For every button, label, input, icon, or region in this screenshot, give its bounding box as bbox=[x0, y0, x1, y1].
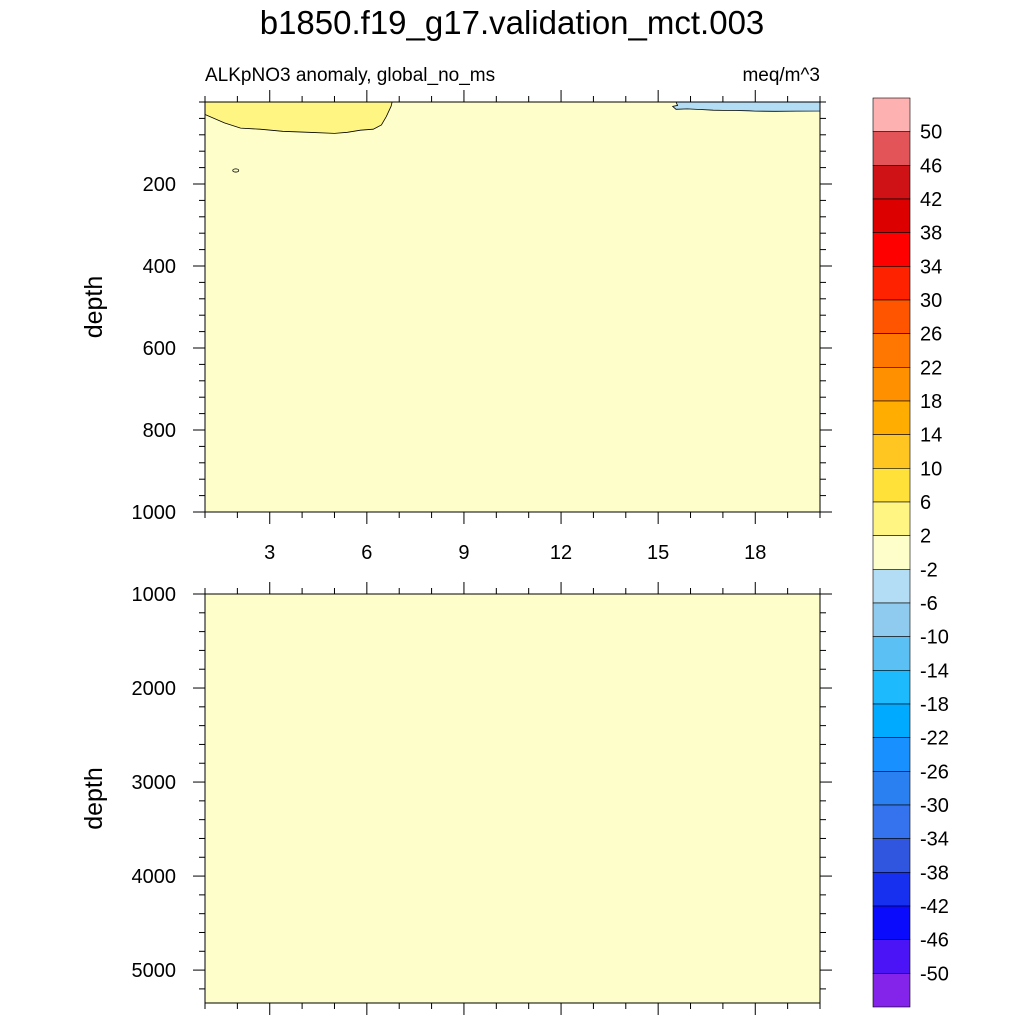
colorbar-label: 50 bbox=[920, 122, 942, 144]
y-tick-label: 1000 bbox=[132, 502, 177, 524]
colorbar-label: -46 bbox=[920, 930, 949, 952]
colorbar-swatch bbox=[872, 501, 911, 536]
colorbar-swatch bbox=[872, 367, 911, 402]
colorbar-swatch bbox=[872, 434, 911, 469]
x-tick-label: 12 bbox=[550, 542, 572, 564]
colorbar-label: 6 bbox=[920, 492, 931, 514]
x-tick-label: 18 bbox=[744, 542, 766, 564]
colorbar-swatch bbox=[872, 569, 911, 604]
colorbar-swatch bbox=[872, 333, 911, 368]
colorbar-label: 26 bbox=[920, 324, 942, 346]
colorbar-label: -18 bbox=[920, 694, 949, 716]
colorbar-label: 42 bbox=[920, 189, 942, 211]
colorbar-label: -22 bbox=[920, 728, 949, 750]
y-tick-label: 200 bbox=[143, 174, 176, 196]
units-subtitle: meq/m^3 bbox=[742, 65, 820, 86]
colorbar-swatch bbox=[872, 670, 911, 705]
negative-anomaly-region bbox=[671, 101, 821, 112]
colorbar-swatch bbox=[872, 636, 911, 671]
x-tick-label: 3 bbox=[264, 542, 275, 564]
colorbar-swatch bbox=[872, 804, 911, 839]
colorbar-swatch bbox=[872, 165, 911, 200]
colorbar-swatch bbox=[872, 737, 911, 772]
y-tick-label: 600 bbox=[143, 338, 176, 360]
panel-upper: 3 6 9 12 15 18 200 400 600 800 1000 depth bbox=[80, 90, 832, 564]
colorbar-label: -38 bbox=[920, 862, 949, 884]
plot-frame bbox=[204, 101, 821, 513]
x-axis-ticks: 3 6 9 12 15 18 bbox=[204, 90, 821, 564]
positive-anomaly-region bbox=[204, 101, 393, 134]
colorbar-swatch bbox=[872, 838, 911, 873]
colorbar: 50 46 42 38 34 30 26 22 18 14 10 6 2 -2 -6 -10 -14 -18 -22… bbox=[872, 97, 949, 1008]
colorbar-swatch bbox=[872, 872, 911, 907]
colorbar-label: 46 bbox=[920, 155, 942, 177]
y-tick-label: 400 bbox=[143, 256, 176, 278]
plot-frame bbox=[204, 593, 821, 1004]
colorbar-swatch bbox=[872, 771, 911, 806]
x-tick-label: 6 bbox=[361, 542, 372, 564]
y-axis-ticks: 1000 2000 3000 4000 5000 bbox=[132, 584, 832, 990]
colorbar-label: -6 bbox=[920, 593, 938, 615]
colorbar-label: 30 bbox=[920, 290, 942, 312]
colorbar-label: 34 bbox=[920, 256, 942, 278]
y-axis-ticks: 200 400 600 800 1000 bbox=[132, 101, 832, 524]
colorbar-label: -30 bbox=[920, 795, 949, 817]
colorbar-label: 18 bbox=[920, 391, 942, 413]
colorbar-label: 22 bbox=[920, 357, 942, 379]
y-tick-label: 3000 bbox=[132, 772, 177, 794]
colorbar-swatch bbox=[872, 468, 911, 503]
colorbar-swatch bbox=[872, 198, 911, 233]
colorbar-label: 10 bbox=[920, 458, 942, 480]
colorbar-label: -34 bbox=[920, 829, 949, 851]
colorbar-swatch bbox=[872, 299, 911, 334]
colorbar-label: -50 bbox=[920, 963, 949, 985]
colorbar-swatch bbox=[872, 266, 911, 301]
y-axis-label: depth bbox=[80, 767, 108, 830]
chart-title: b1850.f19_g17.validation_mct.003 bbox=[260, 4, 765, 41]
colorbar-swatch bbox=[872, 97, 911, 132]
colorbar-swatch bbox=[872, 602, 911, 637]
colorbar-label: -26 bbox=[920, 761, 949, 783]
field-background bbox=[205, 102, 820, 512]
colorbar-label: -14 bbox=[920, 660, 949, 682]
colorbar-label: 2 bbox=[920, 526, 931, 548]
y-tick-label: 2000 bbox=[132, 678, 177, 700]
small-contour bbox=[232, 168, 240, 173]
x-tick-label: 9 bbox=[458, 542, 469, 564]
field-background bbox=[205, 594, 820, 1003]
variable-subtitle: ALKpNO3 anomaly, global_no_ms bbox=[205, 65, 495, 86]
colorbar-label: 14 bbox=[920, 425, 942, 447]
colorbar-swatch bbox=[872, 131, 911, 166]
y-axis-label: depth bbox=[80, 276, 108, 339]
colorbar-swatch bbox=[872, 400, 911, 435]
x-axis-ticks bbox=[204, 582, 821, 1015]
colorbar-swatch bbox=[872, 703, 911, 738]
colorbar-swatch bbox=[872, 973, 911, 1008]
colorbar-swatch bbox=[872, 535, 911, 570]
colorbar-swatch bbox=[872, 232, 911, 267]
panels: 3 6 9 12 15 18 200 400 600 800 1000 depth 1000 2000 30… bbox=[80, 90, 832, 1015]
colorbar-swatch bbox=[872, 939, 911, 974]
colorbar-swatch bbox=[872, 905, 911, 940]
colorbar-label: -42 bbox=[920, 896, 949, 918]
panel-lower: 1000 2000 3000 4000 5000 depth bbox=[80, 582, 832, 1015]
y-tick-label: 5000 bbox=[132, 960, 177, 982]
colorbar-label: -2 bbox=[920, 559, 938, 581]
y-tick-label: 800 bbox=[143, 420, 176, 442]
colorbar-label: 38 bbox=[920, 223, 942, 245]
y-tick-label: 1000 bbox=[132, 584, 177, 606]
y-tick-label: 4000 bbox=[132, 866, 177, 888]
colorbar-label: -10 bbox=[920, 627, 949, 649]
x-tick-label: 15 bbox=[647, 542, 669, 564]
